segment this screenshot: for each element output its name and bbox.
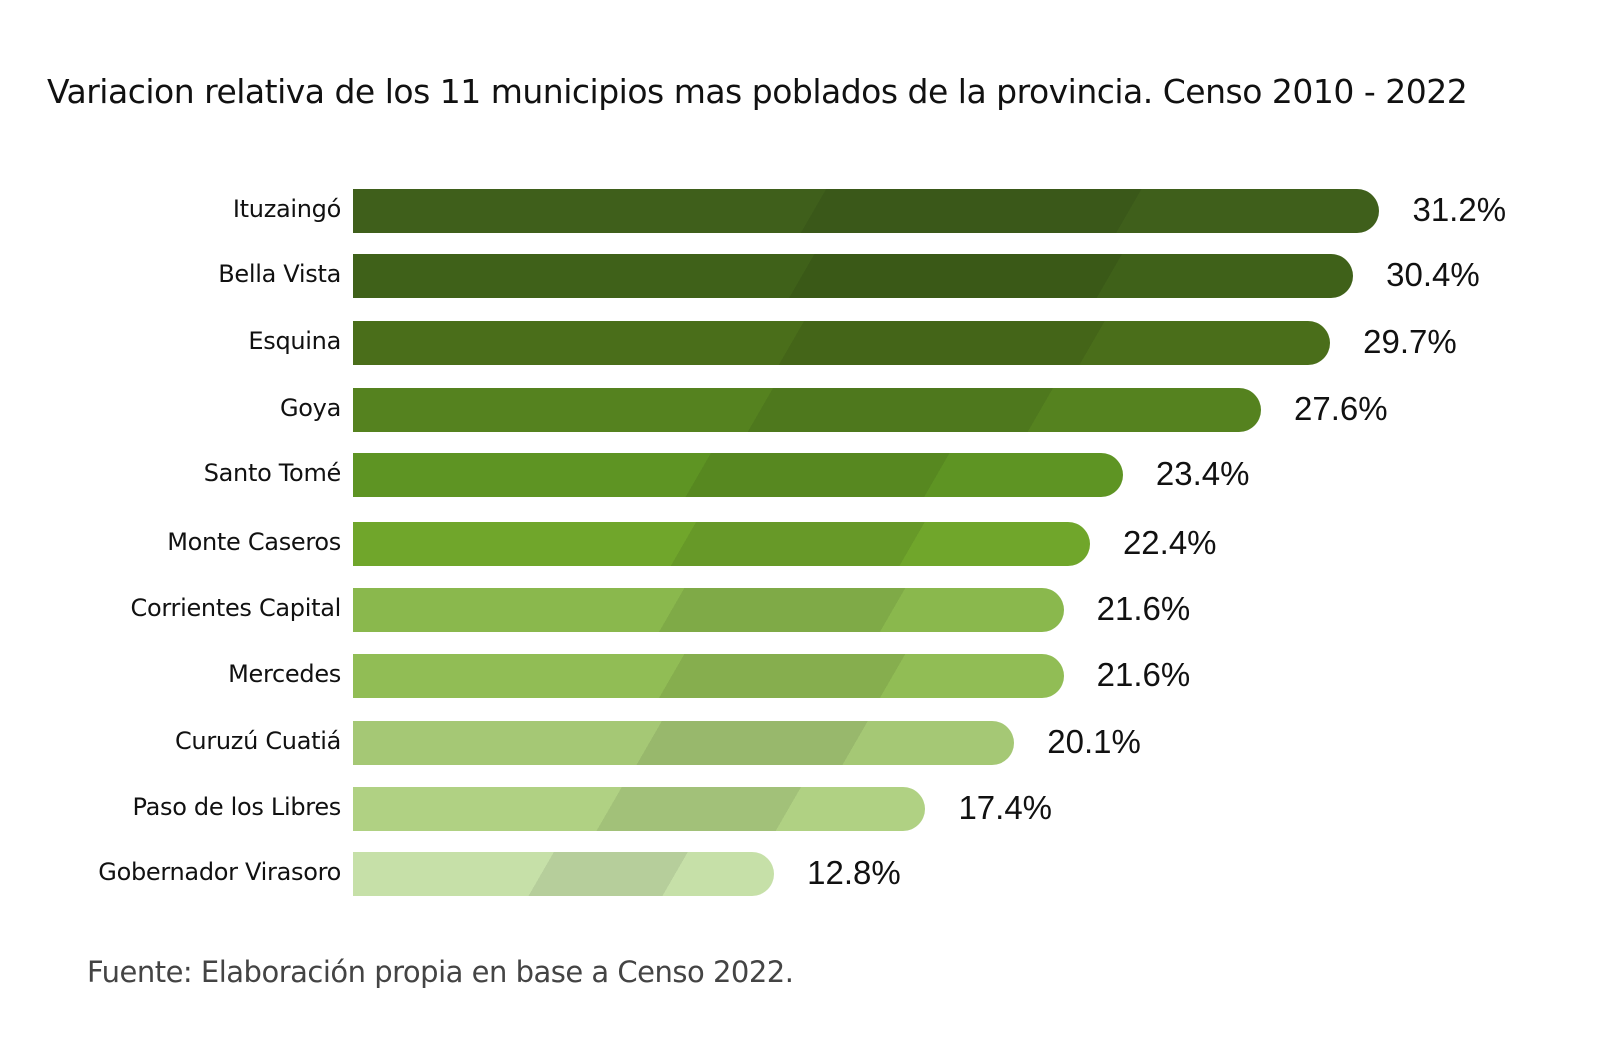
value-label: 21.6% bbox=[1096, 590, 1191, 627]
bar bbox=[353, 453, 1123, 497]
bar bbox=[353, 189, 1380, 233]
category-label: Mercedes bbox=[228, 660, 341, 688]
bar bbox=[353, 254, 1354, 298]
bar bbox=[353, 388, 1262, 432]
value-label: 20.1% bbox=[1047, 723, 1141, 760]
category-label: Gobernador Virasoro bbox=[98, 858, 341, 886]
bar bbox=[353, 588, 1064, 632]
value-label: 30.4% bbox=[1386, 256, 1480, 293]
value-label: 23.4% bbox=[1155, 455, 1250, 492]
category-label: Monte Caseros bbox=[167, 528, 341, 556]
category-label: Paso de los Libres bbox=[132, 793, 341, 821]
category-label: Bella Vista bbox=[218, 260, 341, 288]
value-label: 17.4% bbox=[958, 789, 1053, 826]
category-label: Santo Tomé bbox=[203, 459, 342, 487]
value-label: 22.4% bbox=[1122, 524, 1217, 561]
category-label: Goya bbox=[280, 394, 341, 422]
value-label: 21.6% bbox=[1096, 656, 1191, 693]
value-label: 29.7% bbox=[1363, 323, 1457, 360]
value-label: 31.2% bbox=[1412, 191, 1507, 228]
bar bbox=[353, 522, 1090, 566]
value-label: 27.6% bbox=[1294, 390, 1388, 427]
bar bbox=[353, 787, 926, 831]
category-label: Esquina bbox=[248, 327, 341, 355]
bar bbox=[353, 321, 1331, 365]
bar bbox=[353, 852, 775, 896]
category-label: Curuzú Cuatiá bbox=[174, 727, 341, 755]
source-note: Fuente: Elaboración propia en base a Cen… bbox=[87, 955, 794, 989]
category-label: Ituzaingó bbox=[232, 195, 341, 223]
bar bbox=[353, 721, 1015, 765]
bar bbox=[353, 654, 1064, 698]
chart-title: Variacion relativa de los 11 municipios … bbox=[47, 72, 1468, 111]
value-label: 12.8% bbox=[807, 854, 901, 891]
category-label: Corrientes Capital bbox=[130, 594, 342, 622]
